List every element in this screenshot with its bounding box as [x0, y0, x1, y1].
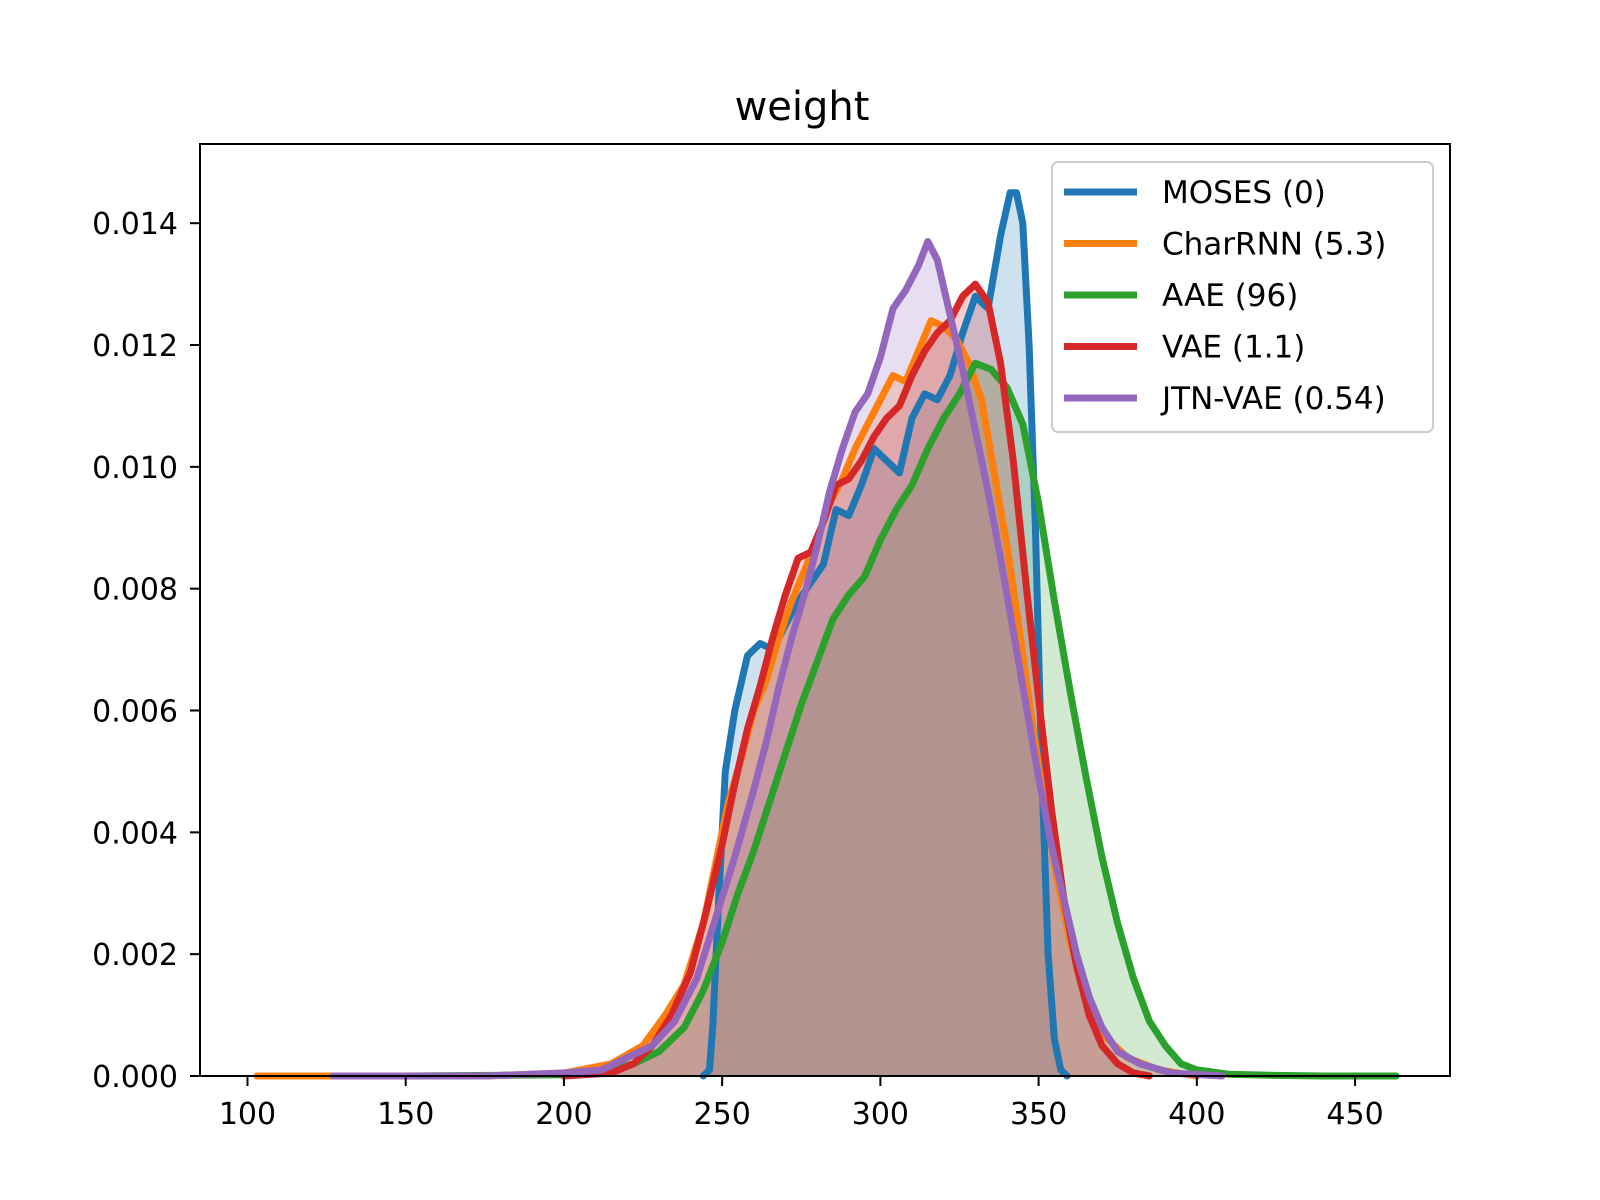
series-fill-1 [257, 320, 1197, 1076]
x-tick-label: 150 [377, 1097, 434, 1132]
x-tick-label: 400 [1168, 1097, 1225, 1132]
legend: MOSES (0) CharRNN (5.3) AAE (96) VAE (1.1) J… [1051, 161, 1434, 433]
x-tick-label: 450 [1326, 1097, 1383, 1132]
y-tick-label: 0.002 [92, 938, 178, 973]
series-line-0 [699, 189, 1071, 1080]
y-tick-label: 0.008 [92, 573, 178, 608]
series-line-3 [560, 280, 1153, 1080]
series-fill-0 [703, 192, 1068, 1076]
x-tick-label: 300 [852, 1097, 909, 1132]
legend-label: AAE (96) [1162, 278, 1298, 314]
series-fill-3 [563, 284, 1150, 1077]
legend-label: VAE (1.1) [1162, 330, 1305, 366]
y-tick-label: 0.004 [92, 816, 178, 851]
x-axis: 100 150 200 250 300 350 400 450 [219, 1076, 1384, 1132]
y-tick-label: 0.014 [92, 207, 178, 242]
series-fill-4 [332, 241, 1223, 1076]
x-tick-label: 200 [535, 1097, 592, 1132]
chart-title: weight [735, 84, 870, 130]
legend-label: JTN-VAE (0.54) [1160, 381, 1386, 417]
series-lines [253, 189, 1400, 1080]
x-tick-label: 100 [219, 1097, 276, 1132]
y-tick-label: 0.012 [92, 329, 178, 364]
y-tick-label: 0.010 [92, 451, 178, 486]
plot-frame [199, 143, 1451, 1077]
legend-label: MOSES (0) [1162, 175, 1326, 211]
y-tick-label: 0.006 [92, 695, 178, 730]
legend-box [1051, 161, 1434, 433]
legend-label: CharRNN (5.3) [1162, 227, 1386, 263]
y-axis: 0.000 0.002 0.004 0.006 0.008 0.010 0.012 0.014 [92, 207, 200, 1095]
series-fills [257, 192, 1397, 1077]
y-tick-label: 0.000 [92, 1060, 178, 1095]
series-line-2 [402, 359, 1400, 1080]
x-tick-label: 350 [1010, 1097, 1067, 1132]
series-line-4 [329, 238, 1226, 1080]
series-fill-2 [405, 363, 1397, 1076]
x-tick-label: 250 [694, 1097, 751, 1132]
